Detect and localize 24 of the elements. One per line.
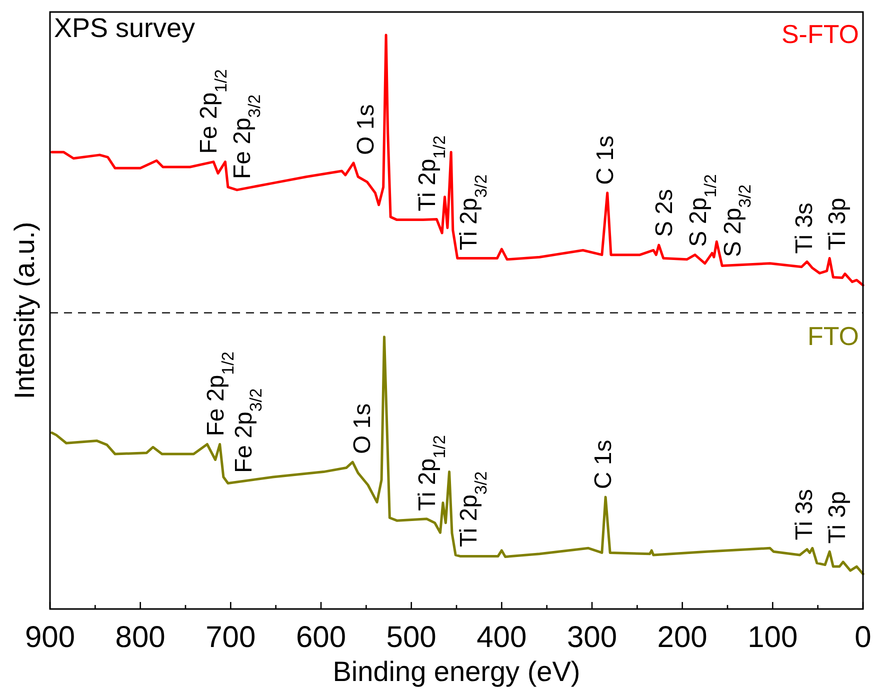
x-tick-label: 200: [657, 621, 708, 654]
x-tick-label: 500: [386, 621, 436, 654]
x-tick-label: 900: [24, 621, 76, 654]
annotation: Ti 3s: [790, 489, 818, 540]
annotation: Ti 3p: [824, 491, 852, 544]
annotation: O 1s: [349, 403, 376, 454]
y-axis-title: Intensity (a.u.): [9, 222, 40, 400]
annotation: C 1s: [592, 135, 620, 185]
x-tick-label: 700: [206, 621, 256, 654]
annotation: S 2s: [650, 189, 678, 238]
x-tick-label: 100: [748, 621, 798, 654]
text: S-FTO: [781, 18, 859, 49]
chart-title: XPS survey: [54, 13, 196, 43]
x-tick-label: 800: [115, 621, 166, 654]
text: FTO: [807, 320, 859, 351]
x-tick-label: 0: [854, 621, 872, 654]
annotation: O 1s: [352, 104, 380, 155]
x-tick-label: 300: [566, 621, 618, 654]
annotation: Ti 3s: [790, 202, 818, 254]
x-axis-title: Binding energy (eV): [332, 656, 580, 687]
x-tick-label: 400: [476, 621, 527, 654]
annotation: Ti 3p: [824, 198, 852, 250]
annotation: C 1s: [590, 440, 618, 490]
x-tick-label: 600: [296, 621, 346, 654]
